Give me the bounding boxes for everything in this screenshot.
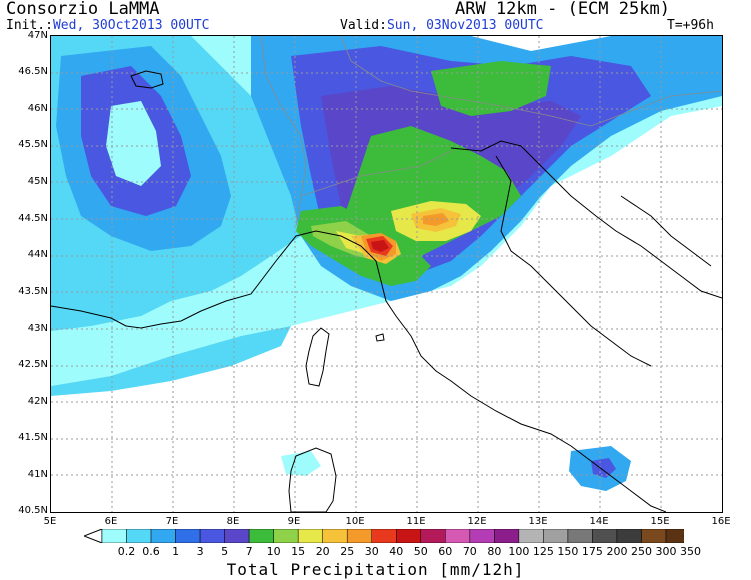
colorbar-swatch bbox=[592, 529, 618, 543]
org-title: Consorzio LaMMA bbox=[6, 0, 160, 19]
precipitation-map bbox=[50, 35, 723, 513]
lead-time: T=+96h bbox=[667, 18, 714, 33]
colorbar-swatch bbox=[322, 529, 348, 543]
init-time: Init.:Wed, 30Oct2013 00UTC bbox=[6, 18, 210, 33]
colorbar-min-arrow bbox=[84, 529, 103, 543]
colorbar-level-label: 70 bbox=[462, 545, 477, 558]
lon-label: 8E bbox=[226, 516, 240, 527]
colorbar-level-label: 300 bbox=[655, 545, 677, 558]
colorbar-level-label: 200 bbox=[606, 545, 628, 558]
colorbar-swatch bbox=[175, 529, 201, 543]
lon-label: 12E bbox=[467, 516, 487, 527]
colorbar-swatch bbox=[543, 529, 569, 543]
colorbar-swatch bbox=[641, 529, 667, 543]
model-title: ARW 12km - (ECM 25km) bbox=[455, 0, 670, 19]
colorbar-swatch bbox=[346, 529, 372, 543]
init-label: Init.: bbox=[6, 18, 53, 33]
colorbar-level-label: 350 bbox=[680, 545, 702, 558]
colorbar-swatch bbox=[248, 529, 274, 543]
colorbar-swatch bbox=[469, 529, 495, 543]
lat-label: 42.5N bbox=[18, 359, 48, 370]
colorbar-level-label: 7 bbox=[245, 545, 253, 558]
colorbar-swatch bbox=[126, 529, 152, 543]
colorbar-level-label: 20 bbox=[315, 545, 330, 558]
colorbar-level-label: 250 bbox=[630, 545, 652, 558]
lat-label: 47N bbox=[27, 30, 48, 41]
colorbar-swatch bbox=[494, 529, 520, 543]
colorbar-level-label: 60 bbox=[438, 545, 453, 558]
colorbar-level-label: 15 bbox=[291, 545, 306, 558]
colorbar-swatch bbox=[297, 529, 323, 543]
lon-label: 13E bbox=[528, 516, 548, 527]
colorbar-level-label: 80 bbox=[487, 545, 502, 558]
lat-label: 41N bbox=[27, 469, 48, 480]
colorbar-swatch bbox=[224, 529, 250, 543]
colorbar-swatch bbox=[371, 529, 397, 543]
colorbar-swatch bbox=[518, 529, 544, 543]
colorbar-swatch bbox=[101, 529, 127, 543]
colorbar-swatch bbox=[665, 529, 684, 543]
colorbar-level-label: 0.6 bbox=[142, 545, 160, 558]
colorbar-level-label: 40 bbox=[389, 545, 404, 558]
colorbar-swatch bbox=[445, 529, 471, 543]
lon-label: 14E bbox=[589, 516, 609, 527]
lat-label: 44.5N bbox=[18, 213, 48, 224]
colorbar-level-label: 10 bbox=[266, 545, 281, 558]
colorbar-swatch bbox=[273, 529, 299, 543]
lon-label: 15E bbox=[650, 516, 670, 527]
lat-label: 45.5N bbox=[18, 139, 48, 150]
lon-label: 6E bbox=[104, 516, 118, 527]
lat-label: 44N bbox=[27, 249, 48, 260]
lon-label: 9E bbox=[287, 516, 301, 527]
colorbar-swatch bbox=[199, 529, 225, 543]
colorbar-level-label: 175 bbox=[581, 545, 603, 558]
colorbar-level-label: 30 bbox=[364, 545, 379, 558]
lon-label: 7E bbox=[165, 516, 179, 527]
lon-label: 11E bbox=[406, 516, 426, 527]
lat-label: 46.5N bbox=[18, 66, 48, 77]
colorbar-level-label: 100 bbox=[508, 545, 530, 558]
lat-label: 45N bbox=[27, 176, 48, 187]
colorbar-swatch bbox=[420, 529, 446, 543]
colorbar-level-label: 3 bbox=[196, 545, 204, 558]
colorbar bbox=[84, 529, 684, 543]
lat-label: 42N bbox=[27, 396, 48, 407]
colorbar-level-label: 25 bbox=[340, 545, 355, 558]
lon-label: 16E bbox=[711, 516, 731, 527]
colorbar-level-label: 0.2 bbox=[117, 545, 136, 558]
colorbar-level-label: 150 bbox=[557, 545, 579, 558]
colorbar-title: Total Precipitation [mm/12h] bbox=[226, 560, 525, 579]
valid-value: Sun, 03Nov2013 00UTC bbox=[386, 18, 544, 33]
lat-label: 46N bbox=[27, 103, 48, 114]
colorbar-swatch bbox=[567, 529, 593, 543]
colorbar-level-label: 5 bbox=[221, 545, 229, 558]
lon-label: 5E bbox=[43, 516, 57, 527]
lat-label: 40.5N bbox=[18, 505, 48, 516]
colorbar-swatch bbox=[616, 529, 642, 543]
colorbar-swatch bbox=[150, 529, 176, 543]
valid-time: Valid:Sun, 03Nov2013 00UTC bbox=[340, 18, 544, 33]
colorbar-swatch bbox=[396, 529, 422, 543]
colorbar-level-label: 50 bbox=[413, 545, 428, 558]
lat-label: 41.5N bbox=[18, 432, 48, 443]
lat-label: 43.5N bbox=[18, 286, 48, 297]
lat-label: 43N bbox=[27, 323, 48, 334]
init-value: Wed, 30Oct2013 00UTC bbox=[52, 18, 210, 33]
map-canvas bbox=[51, 36, 722, 512]
colorbar-level-label: 125 bbox=[532, 545, 554, 558]
colorbar-level-label: 1 bbox=[172, 545, 180, 558]
valid-label: Valid: bbox=[340, 18, 387, 33]
lon-label: 10E bbox=[345, 516, 365, 527]
